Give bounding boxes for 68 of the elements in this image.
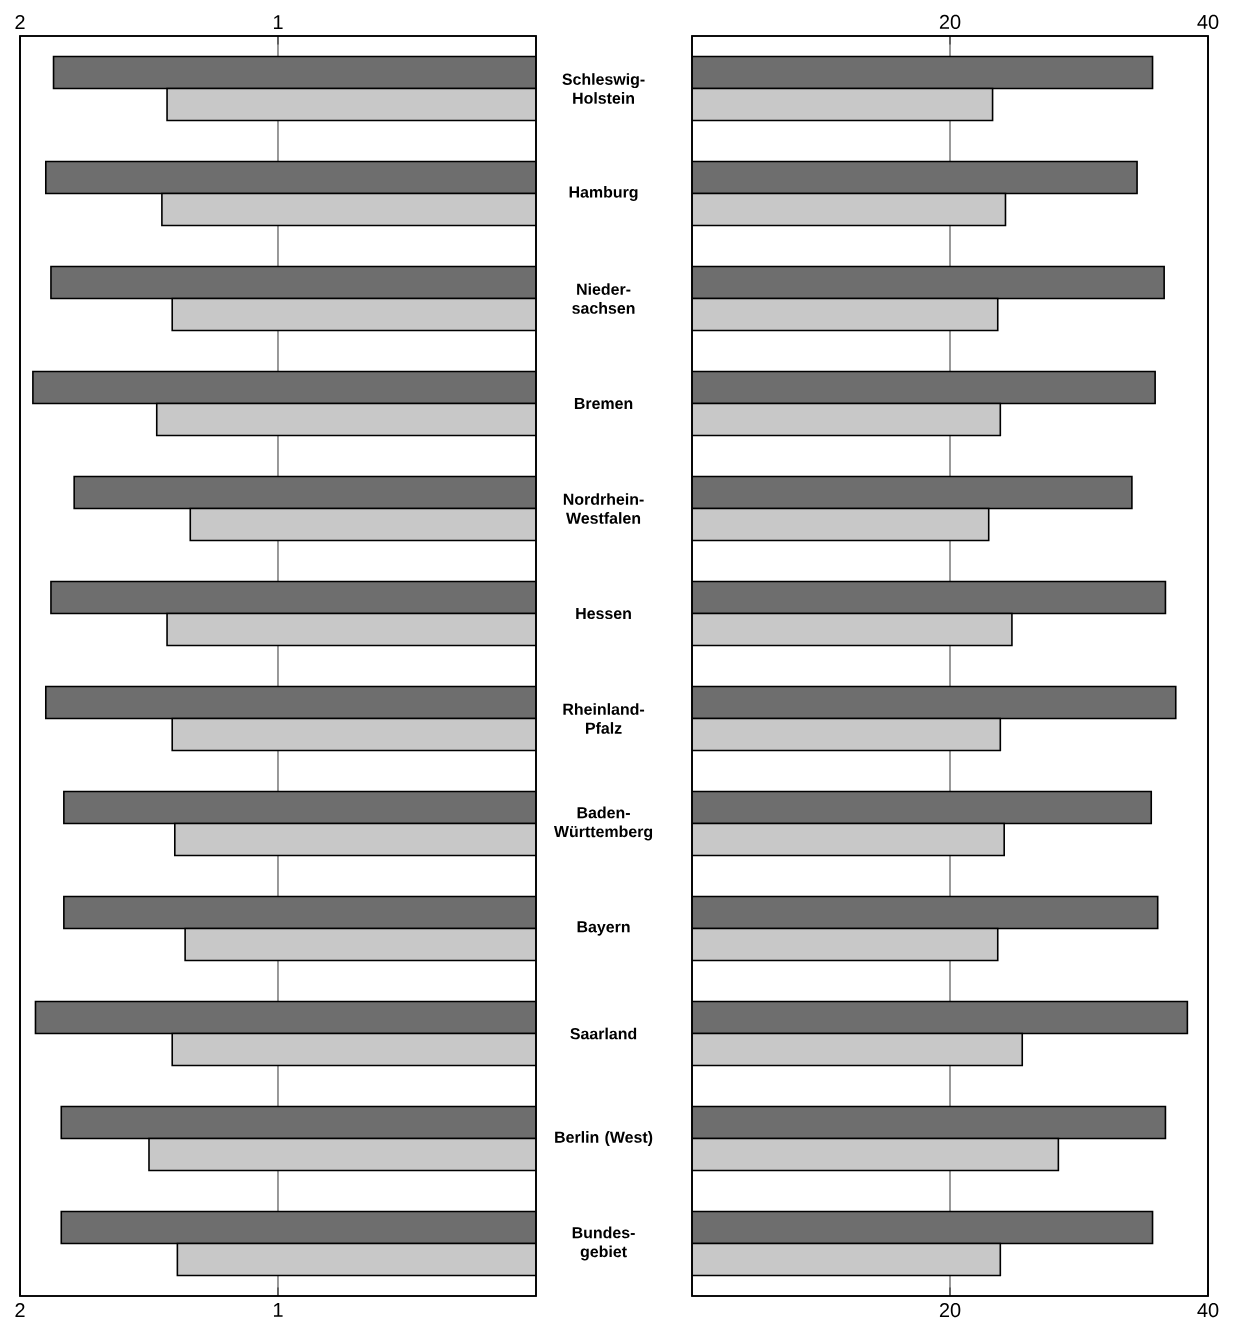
bar xyxy=(692,87,994,122)
bar xyxy=(692,822,1005,857)
bar xyxy=(692,685,1177,720)
y-tick-label: Nieder-sachsen xyxy=(572,283,635,314)
x2-tick-label: 20 xyxy=(939,14,961,29)
bar xyxy=(692,402,1002,437)
y-tick-label: Bayern xyxy=(577,921,630,936)
y-tick-label: Bremen xyxy=(574,397,633,410)
bar xyxy=(161,192,536,227)
bar xyxy=(692,265,1165,300)
bar xyxy=(63,895,536,930)
x2-tick-label: 2 xyxy=(15,15,25,29)
bar xyxy=(73,475,536,510)
bar xyxy=(34,1000,536,1035)
y-tick-label: Bundes-gebiet xyxy=(572,1226,635,1261)
bar xyxy=(692,370,1156,405)
bar xyxy=(184,927,536,962)
bar xyxy=(44,685,536,720)
y-tick-label: Saarland xyxy=(570,1027,637,1040)
bar xyxy=(692,1210,1154,1245)
bar xyxy=(148,1137,536,1172)
bar xyxy=(692,1032,1024,1067)
bar xyxy=(189,507,536,542)
bar xyxy=(155,402,536,437)
bar xyxy=(692,1242,1002,1277)
y-tick-label: Hessen xyxy=(576,607,631,620)
bar xyxy=(60,1105,536,1140)
bar xyxy=(171,717,536,752)
bar xyxy=(174,822,536,857)
bar xyxy=(692,55,1154,90)
x-tick-label: 20 xyxy=(939,1303,961,1318)
y-tick-label: Nordrhein-Westfalen xyxy=(563,493,644,524)
bar xyxy=(166,87,536,122)
bar xyxy=(32,370,536,405)
y-tick-label: Schleswig-Holstein xyxy=(562,73,645,104)
bar xyxy=(176,1242,536,1277)
bar xyxy=(52,55,536,90)
bar xyxy=(692,297,999,332)
bar xyxy=(692,612,1013,647)
bar xyxy=(692,790,1153,825)
bar xyxy=(692,1000,1189,1035)
bar xyxy=(692,507,990,542)
bar xyxy=(50,265,536,300)
bar xyxy=(166,612,536,647)
x-tick-label: 2 xyxy=(15,1303,25,1317)
bar xyxy=(63,790,536,825)
bar xyxy=(171,297,536,332)
x-tick-label: 1 xyxy=(273,1303,283,1317)
y-tick-label: Rheinland-Pfalz xyxy=(563,703,645,734)
bar xyxy=(692,160,1138,195)
bar xyxy=(171,1032,536,1067)
y-tick-label: Berlin (West) xyxy=(555,1131,653,1146)
bar xyxy=(44,160,536,195)
bar xyxy=(692,580,1167,615)
bar xyxy=(60,1210,536,1245)
bar xyxy=(692,717,1002,752)
bar xyxy=(692,475,1133,510)
y-tick-label: Baden-Württemberg xyxy=(553,806,653,841)
bar xyxy=(50,580,536,615)
x2-tick-label: 40 xyxy=(1197,14,1219,29)
y-tick-label: Hamburg xyxy=(569,186,638,201)
bar xyxy=(692,895,1159,930)
bar xyxy=(692,192,1007,227)
x2-tick-label: 1 xyxy=(273,15,283,29)
bar xyxy=(692,1105,1167,1140)
bar xyxy=(692,927,999,962)
x-tick-label: 40 xyxy=(1197,1303,1219,1318)
bar xyxy=(692,1137,1060,1172)
